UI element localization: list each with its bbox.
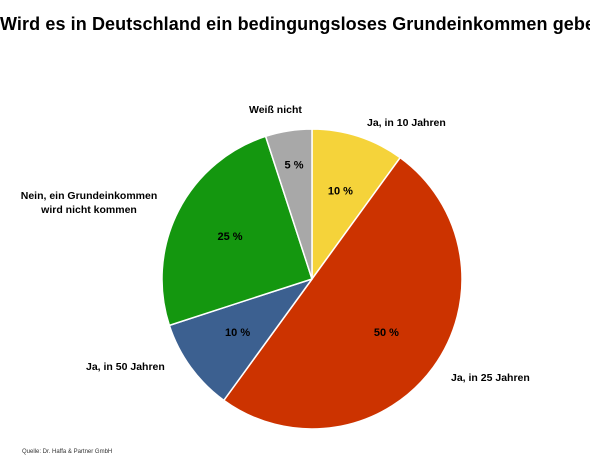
slice-label-nein-line-2: wird nicht kommen — [41, 204, 137, 216]
slice-label-ja-10-jahren: Ja, in 10 Jahren — [367, 117, 446, 129]
slice-label-nein: Nein, ein Grundeinkommen wird nicht komm… — [21, 189, 158, 217]
pie-slice-2 — [168, 278, 313, 402]
slice-label-nein-line-1: Nein, ein Grundeinkommen — [20, 190, 158, 202]
pie-value-label-4: 5 % — [285, 159, 304, 171]
chart-title: Wird es in Deutschland ein bedingungslos… — [0, 14, 590, 34]
pie-slices — [161, 128, 463, 430]
pie-value-label-3: 25 % — [217, 231, 242, 243]
slice-label-ja-25-jahren: Ja, in 25 Jahren — [451, 372, 530, 384]
pie-value-labels: 10 % 50 % 10 % 25 % 5 % — [217, 159, 399, 339]
pie-value-label-2: 10 % — [225, 327, 250, 339]
pie-value-label-0: 10 % — [328, 185, 353, 197]
pie-slice-0 — [311, 128, 401, 280]
slice-label-ja-50-jahren: Ja, in 50 Jahren — [86, 361, 165, 373]
source-note: Quelle: Dr. Haffa & Partner GmbH — [22, 449, 113, 455]
pie-slice-3 — [161, 135, 313, 327]
slice-label-weiss-nicht: Weiß nicht — [249, 104, 302, 116]
pie-value-label-1: 50 % — [374, 327, 399, 339]
pie-slice-1 — [223, 156, 463, 430]
pie-slice-4 — [264, 128, 313, 280]
